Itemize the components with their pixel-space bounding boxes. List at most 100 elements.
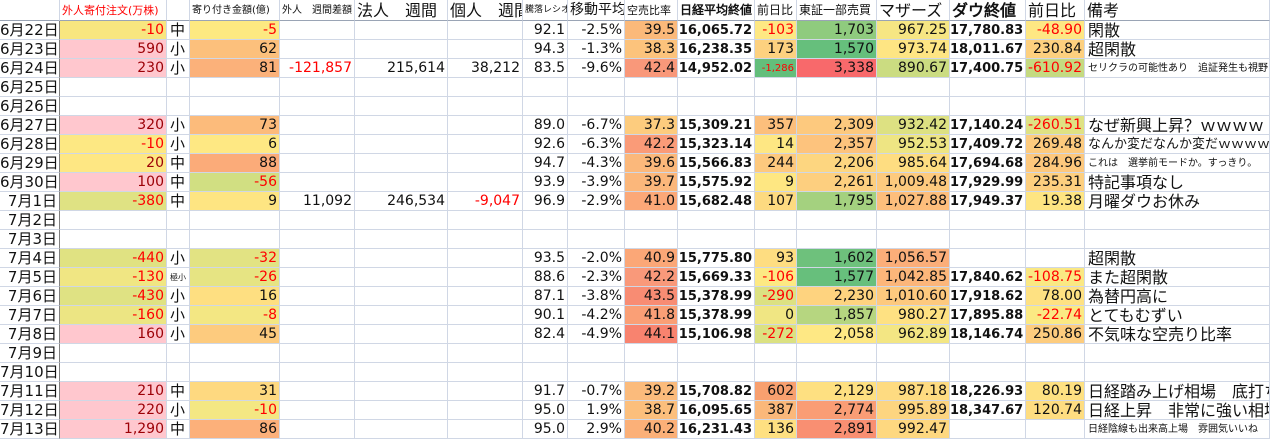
- cell-adv-decline-ratio[interactable]: 87.1: [523, 287, 568, 306]
- header-dow-change[interactable]: 前日比: [1026, 0, 1085, 21]
- cell-size[interactable]: [167, 211, 190, 230]
- cell-foreign-orders[interactable]: [60, 363, 167, 382]
- cell-nikkei-close[interactable]: [678, 344, 755, 363]
- cell-dow-change[interactable]: [1026, 363, 1085, 382]
- cell-tse-volume[interactable]: 2,230: [797, 287, 877, 306]
- header-opening-amount[interactable]: 寄り付き金額(億): [190, 0, 280, 21]
- cell-note[interactable]: [1085, 78, 1270, 97]
- cell-note[interactable]: 不気味な空売り比率: [1085, 325, 1270, 344]
- cell-ma-deviation[interactable]: -2.5%: [568, 21, 625, 40]
- cell-short-ratio[interactable]: 41.8: [625, 306, 678, 325]
- cell-tse-volume[interactable]: 1,857: [797, 306, 877, 325]
- cell-ma-deviation[interactable]: -0.7%: [568, 382, 625, 401]
- cell-ma-deviation[interactable]: -9.6%: [568, 59, 625, 78]
- cell-adv-decline-ratio[interactable]: 91.7: [523, 382, 568, 401]
- cell-foreign-weekly[interactable]: [280, 40, 355, 59]
- cell-dow-change[interactable]: 80.19: [1026, 382, 1085, 401]
- cell-dow-change[interactable]: [1026, 344, 1085, 363]
- cell-foreign-weekly[interactable]: [280, 78, 355, 97]
- cell-tse-volume[interactable]: 1,703: [797, 21, 877, 40]
- cell-size[interactable]: 中: [167, 382, 190, 401]
- cell-mothers[interactable]: [877, 363, 950, 382]
- cell-date[interactable]: 7月4日: [0, 249, 60, 268]
- cell-opening-amount[interactable]: -10: [190, 401, 280, 420]
- cell-dow-close[interactable]: 17,918.62: [950, 287, 1026, 306]
- cell-dow-close[interactable]: 17,694.68: [950, 154, 1026, 173]
- cell-opening-amount[interactable]: -32: [190, 249, 280, 268]
- cell-opening-amount[interactable]: -5: [190, 21, 280, 40]
- cell-indiv-weekly[interactable]: [448, 78, 523, 97]
- cell-foreign-orders[interactable]: 320: [60, 116, 167, 135]
- cell-note[interactable]: 日経陰線も出来高上場 雰囲気いいね: [1085, 420, 1270, 439]
- cell-foreign-weekly[interactable]: [280, 306, 355, 325]
- cell-adv-decline-ratio[interactable]: 92.6: [523, 135, 568, 154]
- cell-note[interactable]: 日経上昇 非常に強い相場: [1085, 401, 1270, 420]
- cell-nikkei-change[interactable]: 0: [755, 306, 797, 325]
- cell-foreign-orders[interactable]: 160: [60, 325, 167, 344]
- cell-indiv-weekly[interactable]: [448, 344, 523, 363]
- cell-date[interactable]: 6月28日: [0, 135, 60, 154]
- cell-mothers[interactable]: 995.89: [877, 401, 950, 420]
- cell-short-ratio[interactable]: [625, 344, 678, 363]
- cell-note[interactable]: 特記事項なし: [1085, 173, 1270, 192]
- cell-tse-volume[interactable]: [797, 78, 877, 97]
- cell-adv-decline-ratio[interactable]: 94.3: [523, 40, 568, 59]
- cell-dow-close[interactable]: 18,011.67: [950, 40, 1026, 59]
- cell-dow-change[interactable]: [1026, 230, 1085, 249]
- cell-date[interactable]: 7月8日: [0, 325, 60, 344]
- cell-mothers[interactable]: 962.89: [877, 325, 950, 344]
- cell-indiv-weekly[interactable]: [448, 249, 523, 268]
- cell-date[interactable]: 7月2日: [0, 211, 60, 230]
- cell-date[interactable]: 6月30日: [0, 173, 60, 192]
- header-foreign-orders[interactable]: 外人寄付注文(万株): [60, 0, 167, 21]
- cell-indiv-weekly[interactable]: [448, 287, 523, 306]
- cell-adv-decline-ratio[interactable]: [523, 363, 568, 382]
- cell-mothers[interactable]: 890.67: [877, 59, 950, 78]
- cell-foreign-weekly[interactable]: 11,092: [280, 192, 355, 211]
- cell-nikkei-change[interactable]: -106: [755, 268, 797, 287]
- cell-mothers[interactable]: [877, 97, 950, 116]
- cell-foreign-orders[interactable]: 20: [60, 154, 167, 173]
- cell-adv-decline-ratio[interactable]: 96.9: [523, 192, 568, 211]
- cell-nikkei-close[interactable]: 16,238.35: [678, 40, 755, 59]
- cell-opening-amount[interactable]: 9: [190, 192, 280, 211]
- cell-nikkei-change[interactable]: [755, 78, 797, 97]
- header-ma-deviation[interactable]: 移動平均: [568, 0, 625, 21]
- cell-nikkei-change[interactable]: -1,286: [755, 59, 797, 78]
- cell-foreign-weekly[interactable]: [280, 344, 355, 363]
- cell-size[interactable]: [167, 230, 190, 249]
- cell-dow-change[interactable]: -48.90: [1026, 21, 1085, 40]
- cell-size[interactable]: 中: [167, 420, 190, 439]
- cell-ma-deviation[interactable]: -3.8%: [568, 287, 625, 306]
- cell-nikkei-change[interactable]: -290: [755, 287, 797, 306]
- cell-mothers[interactable]: 967.25: [877, 21, 950, 40]
- cell-adv-decline-ratio[interactable]: [523, 344, 568, 363]
- cell-opening-amount[interactable]: -8: [190, 306, 280, 325]
- header-tse-volume[interactable]: 東証一部売買: [797, 0, 877, 21]
- cell-foreign-orders[interactable]: [60, 230, 167, 249]
- cell-foreign-weekly[interactable]: [280, 287, 355, 306]
- cell-indiv-weekly[interactable]: [448, 268, 523, 287]
- cell-nikkei-change[interactable]: [755, 97, 797, 116]
- cell-adv-decline-ratio[interactable]: 92.1: [523, 21, 568, 40]
- cell-indiv-weekly[interactable]: [448, 21, 523, 40]
- cell-adv-decline-ratio[interactable]: 95.0: [523, 401, 568, 420]
- cell-corp-weekly[interactable]: [355, 135, 448, 154]
- cell-size[interactable]: 小: [167, 135, 190, 154]
- cell-foreign-orders[interactable]: 210: [60, 382, 167, 401]
- cell-indiv-weekly[interactable]: [448, 420, 523, 439]
- cell-adv-decline-ratio[interactable]: 82.4: [523, 325, 568, 344]
- cell-ma-deviation[interactable]: -1.3%: [568, 40, 625, 59]
- cell-foreign-orders[interactable]: [60, 211, 167, 230]
- header-corp-weekly[interactable]: 法人 週間: [355, 0, 448, 21]
- cell-foreign-weekly[interactable]: [280, 211, 355, 230]
- cell-mothers[interactable]: [877, 344, 950, 363]
- cell-dow-change[interactable]: 78.00: [1026, 287, 1085, 306]
- cell-mothers[interactable]: 1,010.60: [877, 287, 950, 306]
- cell-dow-close[interactable]: [950, 230, 1026, 249]
- cell-mothers[interactable]: 1,027.88: [877, 192, 950, 211]
- cell-dow-change[interactable]: [1026, 78, 1085, 97]
- cell-note[interactable]: [1085, 230, 1270, 249]
- cell-nikkei-change[interactable]: 602: [755, 382, 797, 401]
- cell-size[interactable]: 小: [167, 249, 190, 268]
